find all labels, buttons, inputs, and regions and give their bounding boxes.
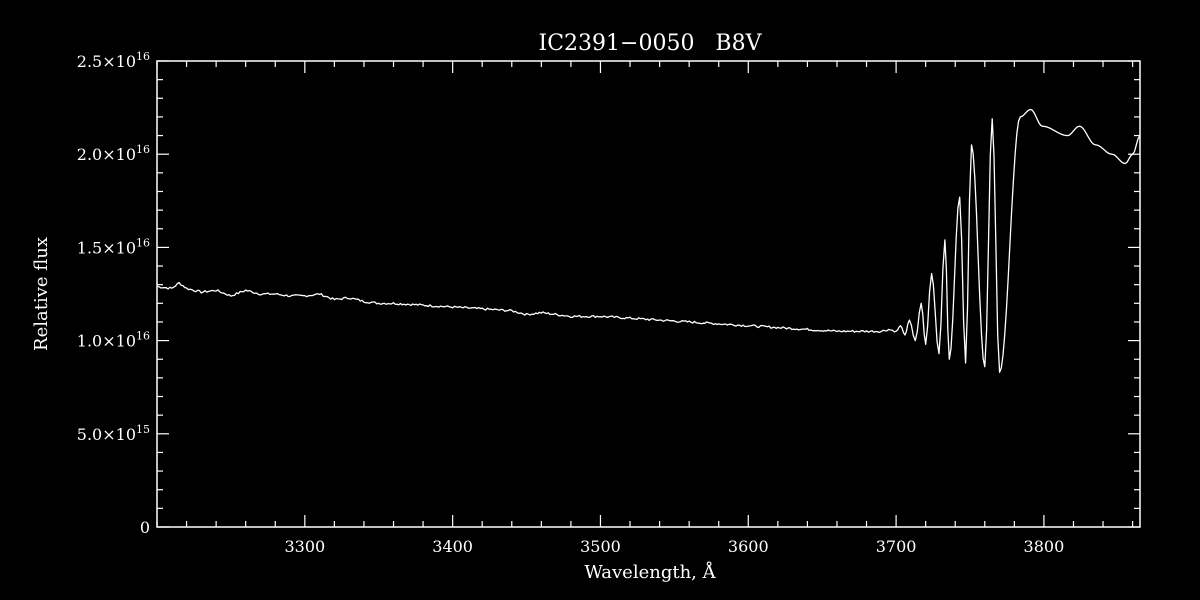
flux-series-line [157,108,1141,373]
y-tick-labels: 0 5.0×1015 1.0×1016 1.5×1016 2.0×1016 2.5×101… [77,50,150,537]
x-tick-label: 3700 [876,537,917,556]
y-axis-label: Relative flux [31,237,52,351]
y-tick-label: 5.0×1015 [77,423,150,444]
y-tick-label: 2.5×1016 [77,50,150,71]
y-tick-label: 2.0×1016 [77,143,150,164]
y-tick-label: 1.5×1016 [77,236,150,257]
axis-ticks [156,60,1140,528]
x-tick-label: 3500 [580,537,621,556]
x-tick-label: 3600 [728,537,769,556]
x-tick-label: 3800 [1024,537,1065,556]
x-tick-labels: 3300 3400 3500 3600 3700 3800 [284,537,1064,556]
y-tick-label: 0 [140,518,150,537]
chart-title: IC2391−0050 B8V [539,31,763,56]
x-tick-label: 3400 [432,537,473,556]
x-tick-label: 3300 [284,537,325,556]
x-axis-label: Wavelength, Å [584,561,716,583]
y-tick-label: 1.0×1016 [77,330,150,351]
plot-frame [156,60,1141,528]
